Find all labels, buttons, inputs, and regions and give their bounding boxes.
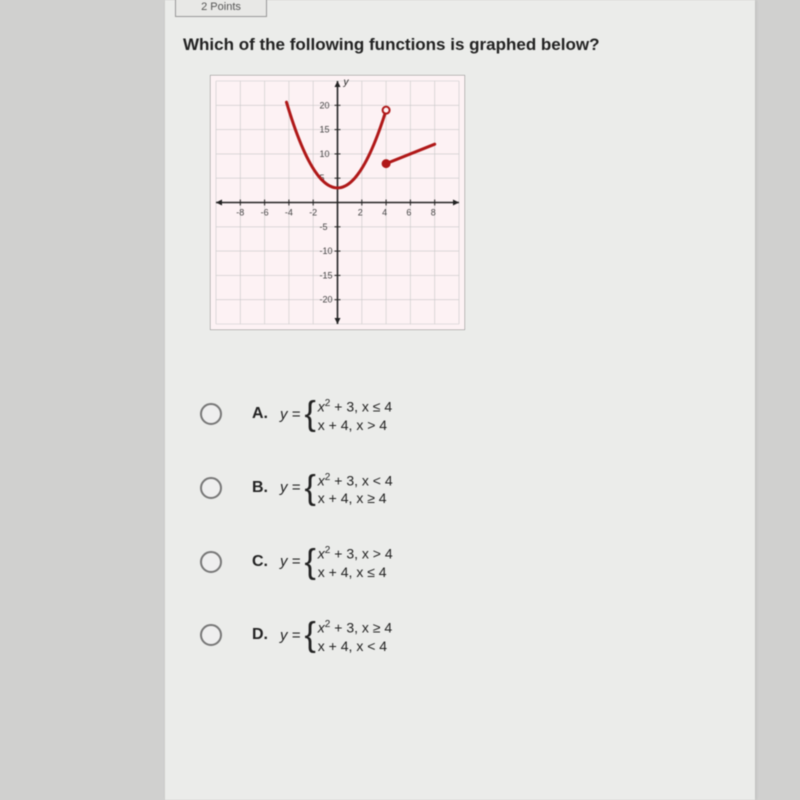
- svg-text:-15: -15: [320, 270, 333, 280]
- svg-text:6: 6: [406, 208, 411, 218]
- option-expression: y ={x2 + 3, x < 4x + 4, x ≥ 4: [280, 469, 393, 508]
- svg-text:4: 4: [382, 208, 387, 218]
- option-letter: C.: [252, 553, 268, 571]
- question-text: Which of the following functions is grap…: [183, 35, 599, 55]
- options-list: A. y ={x2 + 3, x ≤ 4x + 4, x > 4 B. y ={x2 …: [200, 395, 393, 690]
- svg-text:-20: -20: [320, 295, 333, 305]
- option-row[interactable]: B. y ={x2 + 3, x < 4x + 4, x ≥ 4: [200, 469, 393, 508]
- radio-button[interactable]: [200, 551, 222, 573]
- svg-text:-10: -10: [320, 246, 333, 256]
- piecewise-chart: y-8-6-4-22468-20-15-10-55101520: [210, 75, 465, 330]
- points-tab: 2 Points: [175, 0, 267, 17]
- svg-text:2: 2: [358, 208, 363, 218]
- svg-text:-5: -5: [320, 222, 328, 232]
- svg-text:y: y: [343, 77, 350, 88]
- svg-text:-4: -4: [285, 208, 293, 218]
- option-letter: D.: [252, 626, 268, 644]
- chart-svg: y-8-6-4-22468-20-15-10-55101520: [210, 75, 465, 330]
- page-container: 2 Points Which of the following function…: [165, 0, 755, 800]
- option-expression: y ={x2 + 3, x ≥ 4x + 4, x < 4: [280, 616, 392, 655]
- radio-button[interactable]: [200, 477, 222, 499]
- radio-button[interactable]: [200, 624, 222, 646]
- option-row[interactable]: A. y ={x2 + 3, x ≤ 4x + 4, x > 4: [200, 395, 393, 434]
- option-expression: y ={x2 + 3, x > 4x + 4, x ≤ 4: [280, 542, 393, 581]
- svg-text:8: 8: [431, 208, 436, 218]
- option-row[interactable]: C. y ={x2 + 3, x > 4x + 4, x ≤ 4: [200, 542, 393, 581]
- svg-text:-6: -6: [261, 208, 269, 218]
- svg-text:-8: -8: [236, 208, 244, 218]
- option-row[interactable]: D. y ={x2 + 3, x ≥ 4x + 4, x < 4: [200, 616, 393, 655]
- option-letter: B.: [252, 479, 268, 497]
- option-letter: A.: [252, 405, 268, 423]
- svg-text:-2: -2: [309, 208, 317, 218]
- radio-button[interactable]: [200, 403, 222, 425]
- svg-text:15: 15: [320, 125, 330, 135]
- svg-text:10: 10: [320, 149, 330, 159]
- svg-text:20: 20: [320, 100, 330, 110]
- option-expression: y ={x2 + 3, x ≤ 4x + 4, x > 4: [280, 395, 392, 434]
